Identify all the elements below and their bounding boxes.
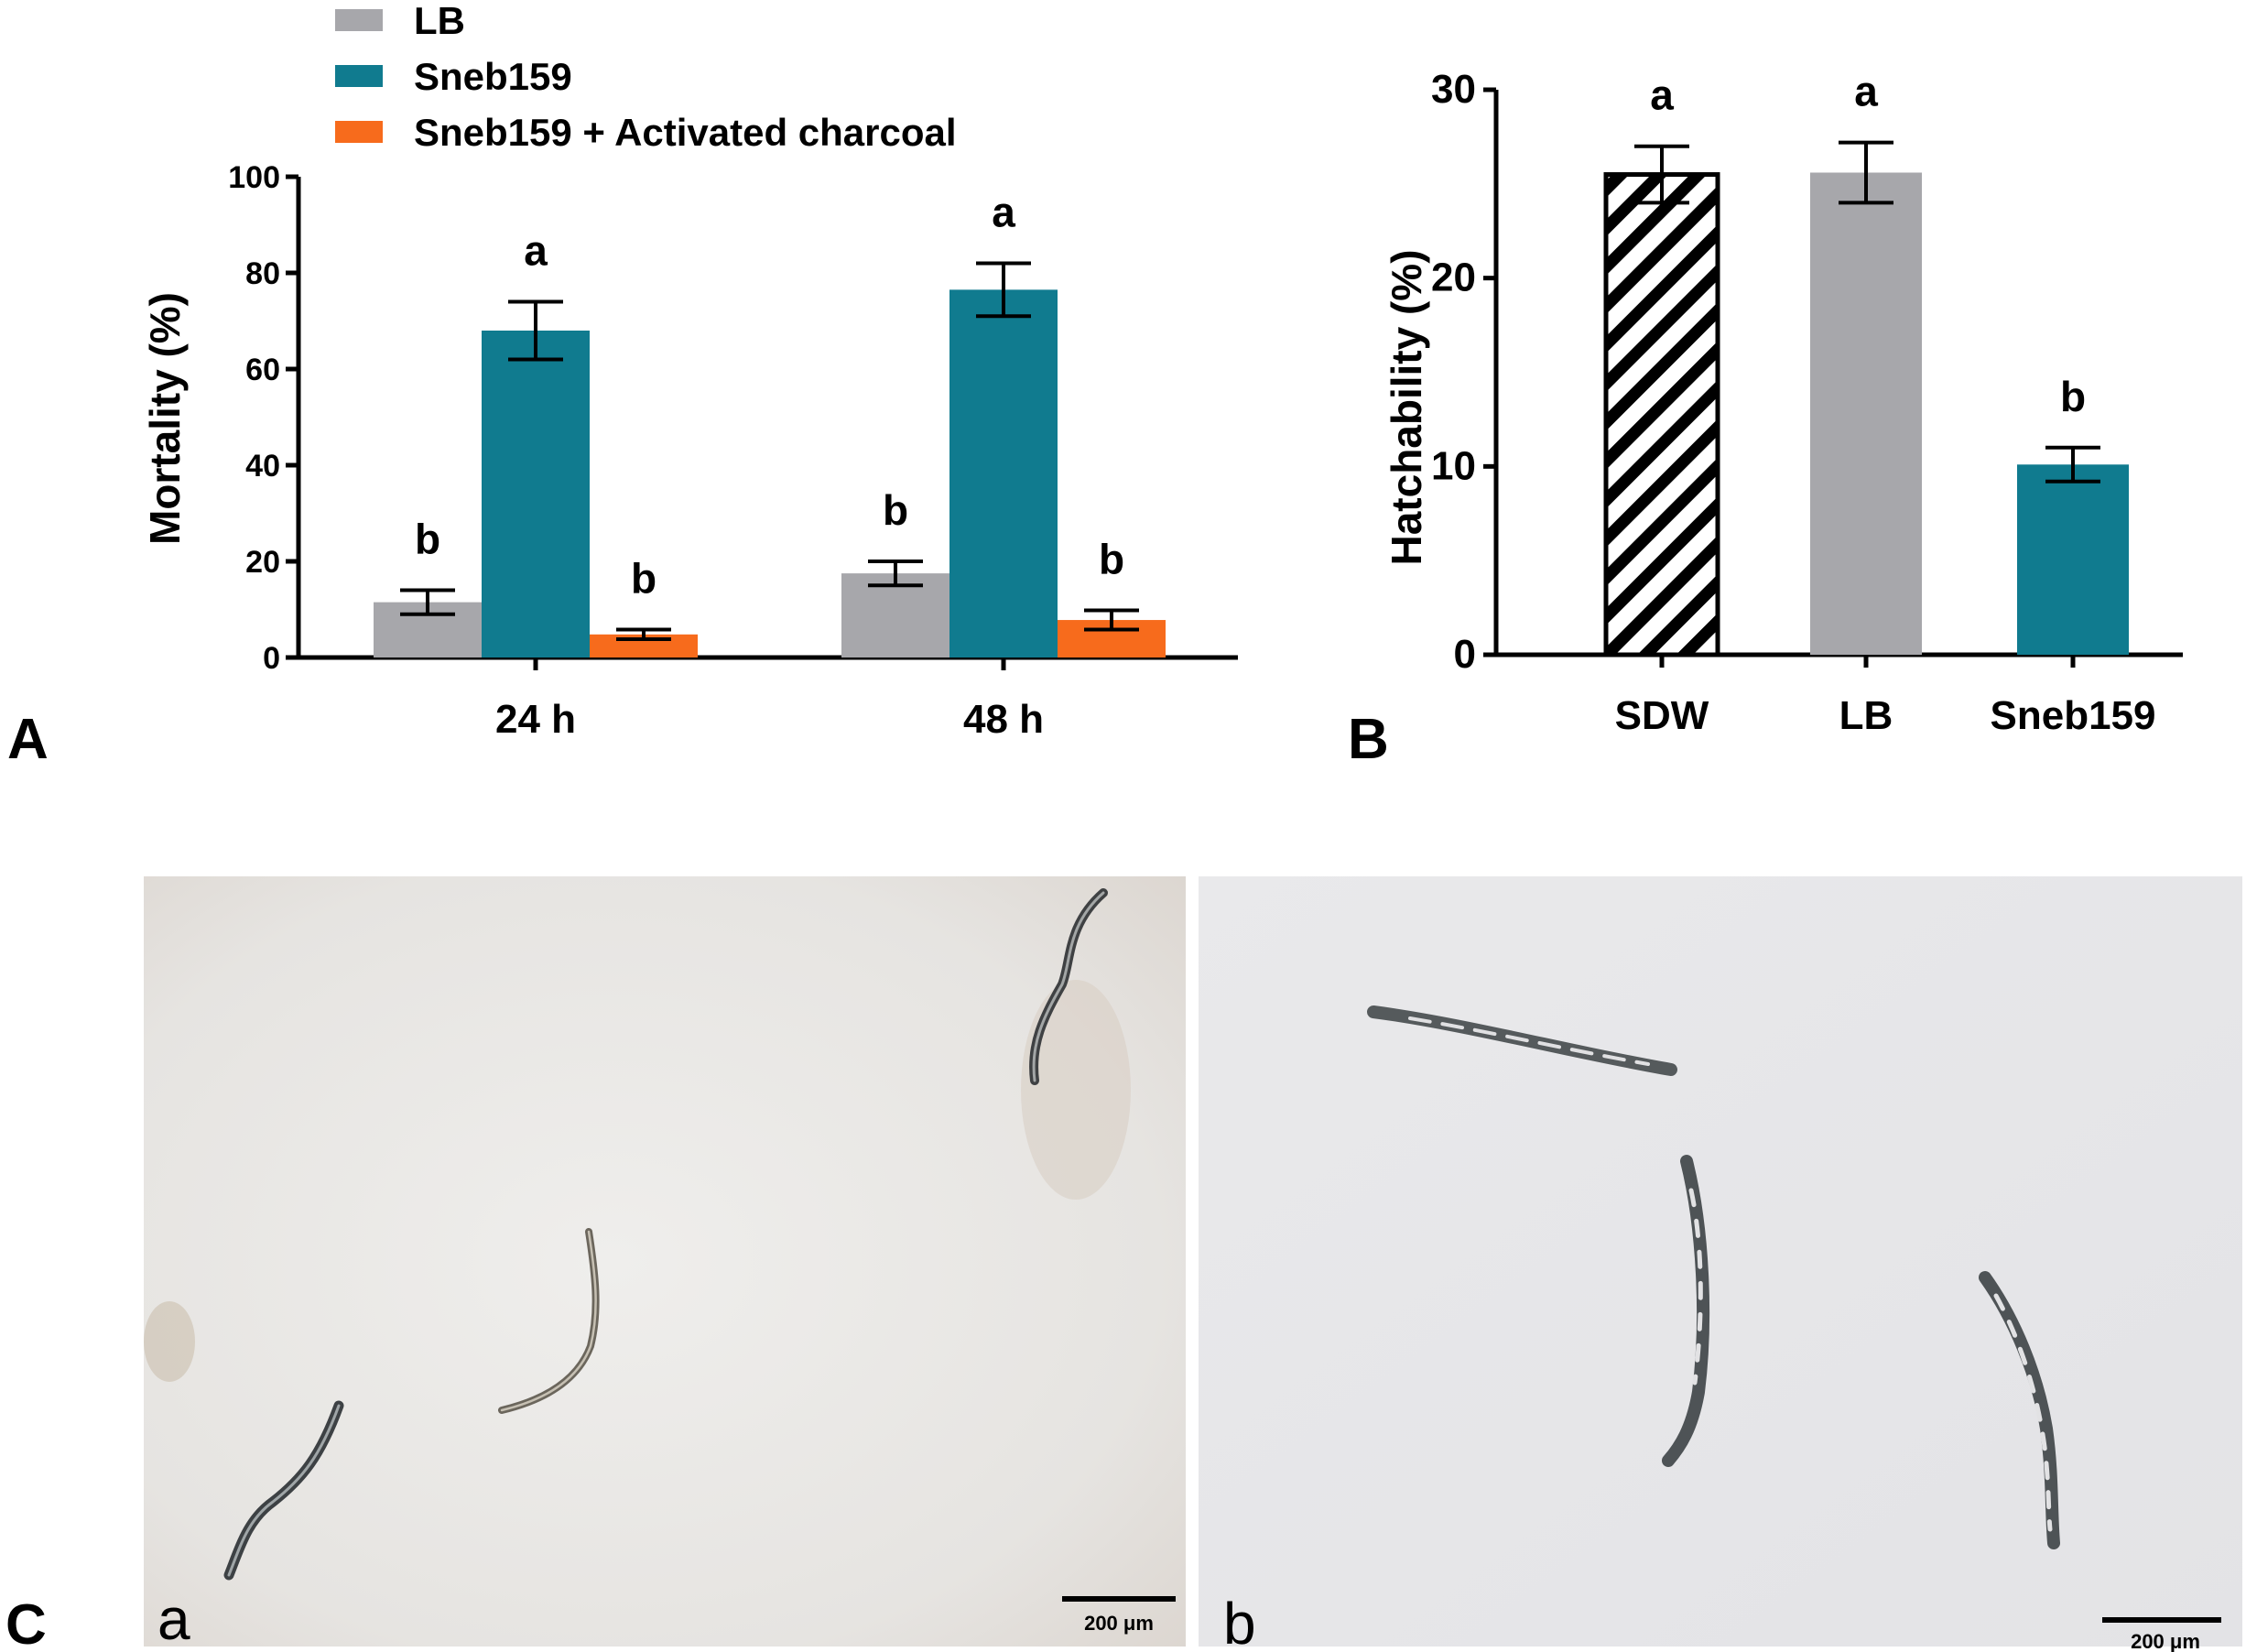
nematode [1032, 891, 1105, 1082]
legend-swatch [335, 121, 383, 143]
nematode [500, 1230, 597, 1412]
significance-label: a [1650, 71, 1674, 119]
legend-swatch [335, 9, 383, 31]
nematode [1993, 1293, 2053, 1532]
significance-label: a [992, 189, 1015, 236]
scale-label: 200 μm [1084, 1612, 1154, 1635]
y-tick-label: 80 [245, 256, 280, 291]
y-tick-label: 60 [245, 353, 280, 387]
nematode [227, 1404, 341, 1577]
significance-label: b [1099, 536, 1124, 583]
panel-label-c: C [5, 1593, 47, 1652]
x-tick-label: Sneb159 [1991, 693, 2156, 738]
legend: LB Sneb159 Sneb159 + Activated charcoal [335, 0, 957, 154]
significance-label: b [631, 555, 656, 603]
plot-area: 0 20 40 60 80 100 24 h b a b 48 h b a b [228, 160, 1238, 742]
debris-spot [144, 1301, 195, 1382]
nematode [1662, 1155, 1710, 1467]
x-tick-label: 24 h [495, 697, 576, 742]
significance-label: a [1854, 68, 1878, 115]
y-tick-label: 30 [1431, 67, 1476, 112]
y-tick-label: 20 [245, 545, 280, 580]
legend-swatch [335, 65, 383, 87]
panel-label-b: B [1348, 708, 1389, 771]
significance-label: a [524, 227, 548, 275]
x-tick-label: 48 h [963, 697, 1044, 742]
y-tick-label: 0 [263, 641, 280, 676]
bar [841, 573, 949, 658]
panel-label-a: A [7, 708, 49, 771]
bar [2017, 464, 2129, 655]
significance-label: b [883, 486, 908, 534]
scale-bar [1062, 1596, 1176, 1602]
legend-label: Sneb159 + Activated charcoal [414, 111, 957, 154]
y-axis-title: Mortality (%) [141, 292, 189, 545]
scale-bar [2102, 1617, 2221, 1623]
mortality-chart: LB Sneb159 Sneb159 + Activated charcoal 0 2… [7, 0, 1238, 771]
nematode [1408, 1016, 1650, 1066]
y-tick-label: 40 [245, 449, 280, 484]
bar [1810, 172, 1922, 655]
plot-area: 0 10 20 30 a SDW a LB b Sneb159 [1431, 67, 2183, 738]
legend-label: LB [414, 0, 465, 42]
significance-label: b [2060, 373, 2086, 420]
sub-label-b: b [1223, 1591, 1256, 1652]
x-tick-label: LB [1839, 693, 1893, 738]
bar [949, 289, 1058, 658]
y-tick-label: 20 [1431, 255, 1476, 300]
y-tick-label: 10 [1431, 443, 1476, 488]
x-tick-label: SDW [1615, 693, 1709, 738]
y-axis-title: Hatchability (%) [1383, 249, 1430, 565]
micrograph-b: 200 μm b [1199, 876, 2242, 1652]
significance-label: b [415, 516, 440, 563]
y-tick-label: 100 [228, 160, 280, 195]
scale-label: 200 μm [2131, 1630, 2200, 1652]
bar [482, 331, 590, 658]
legend-label: Sneb159 [414, 55, 572, 98]
y-tick-label: 0 [1454, 632, 1476, 677]
stain-patch [1021, 980, 1131, 1200]
sub-label-a: a [157, 1586, 190, 1652]
nematode [1688, 1188, 1703, 1386]
nematode [1979, 1271, 2060, 1549]
micrograph-a: 200 μm a [144, 876, 1186, 1652]
